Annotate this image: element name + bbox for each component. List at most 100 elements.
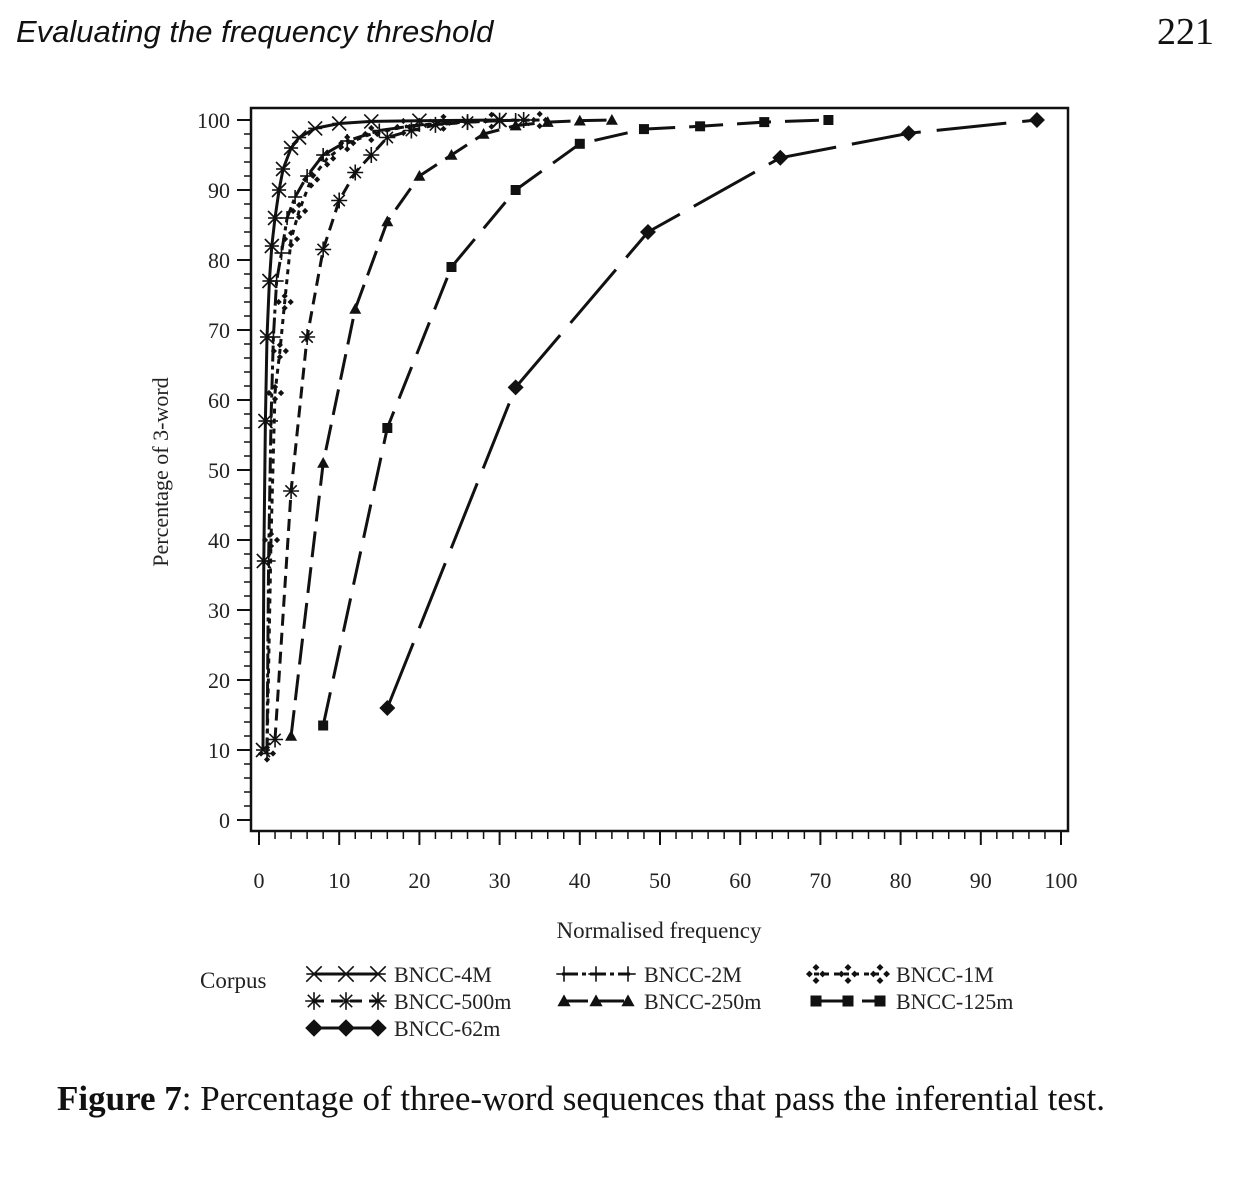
x-tick-label: 80 <box>890 868 912 893</box>
marker-shape <box>507 379 524 396</box>
marker-shape <box>267 530 275 538</box>
point-marker <box>589 994 603 1007</box>
marker-shape <box>381 215 394 227</box>
marker-shape <box>509 119 522 131</box>
marker-shape <box>429 118 442 132</box>
marker-shape <box>536 110 543 118</box>
point-marker <box>621 994 635 1007</box>
marker-shape <box>837 970 845 978</box>
point-marker <box>510 185 521 195</box>
point-marker <box>403 122 420 139</box>
marker-shape <box>510 185 521 195</box>
point-marker <box>264 238 280 254</box>
point-marker <box>1028 112 1045 128</box>
y-tick-label: 60 <box>208 388 230 413</box>
point-marker <box>291 129 307 146</box>
marker-shape <box>337 1019 355 1037</box>
plot-frame <box>249 106 1070 833</box>
point-marker <box>379 129 396 146</box>
point-marker <box>337 992 355 1010</box>
marker-shape <box>446 262 457 272</box>
marker-shape <box>488 123 495 130</box>
marker-shape <box>876 963 884 971</box>
point-marker <box>331 192 348 209</box>
point-marker <box>302 170 321 189</box>
legend-item: BNCC-4M <box>305 962 492 987</box>
point-marker <box>288 190 303 204</box>
x-axis-label: Normalised frequency <box>556 918 762 943</box>
point-marker <box>379 700 396 716</box>
point-marker <box>557 994 571 1007</box>
point-marker <box>382 423 393 433</box>
marker-shape <box>267 542 275 550</box>
marker-shape <box>812 963 820 971</box>
point-marker <box>509 119 522 131</box>
marker-shape <box>314 176 321 183</box>
point-marker <box>267 731 284 748</box>
point-marker <box>280 211 295 225</box>
marker-shape <box>349 166 362 179</box>
marker-shape <box>445 149 458 160</box>
marker-shape <box>271 383 279 391</box>
marker-shape <box>488 111 495 118</box>
marker-shape <box>621 994 635 1007</box>
marker-shape <box>805 970 813 978</box>
point-marker <box>574 138 585 149</box>
page-number: 221 <box>1157 11 1214 53</box>
marker-shape <box>344 145 351 153</box>
point-marker <box>620 966 636 982</box>
point-marker <box>281 229 301 249</box>
y-tick-label: 100 <box>197 108 230 133</box>
point-marker <box>874 995 886 1007</box>
marker-shape <box>883 970 891 978</box>
marker-shape <box>273 536 281 544</box>
figure-caption: Figure 7: Percentage of three-word seque… <box>57 1078 1182 1120</box>
marker-shape <box>287 241 295 249</box>
y-tick-label: 10 <box>208 738 230 763</box>
y-tick-label: 40 <box>208 528 230 553</box>
point-marker <box>695 121 706 132</box>
legend-title: Corpus <box>200 968 267 993</box>
marker-shape <box>371 994 385 1008</box>
point-marker <box>349 303 362 314</box>
point-marker <box>810 995 822 1007</box>
point-marker <box>307 120 323 136</box>
legend-item: BNCC-2M <box>556 962 742 987</box>
marker-shape <box>369 1019 387 1037</box>
x-tick-label: 20 <box>408 868 430 893</box>
marker-shape <box>695 121 706 132</box>
x-tick-label: 100 <box>1045 868 1078 893</box>
y-tick-label: 30 <box>208 598 230 623</box>
point-marker <box>337 965 355 983</box>
legend-item: BNCC-1M <box>805 962 994 987</box>
series-line <box>385 118 1038 709</box>
marker-shape <box>461 115 474 129</box>
marker-shape <box>263 756 271 763</box>
y-tick-label: 50 <box>208 458 230 483</box>
y-tick-label: 80 <box>208 248 230 273</box>
point-marker <box>369 1019 387 1037</box>
marker-shape <box>573 114 586 126</box>
marker-shape <box>557 994 571 1007</box>
legend-item: BNCC-500m <box>305 989 511 1014</box>
point-marker <box>372 123 387 138</box>
marker-shape <box>284 484 298 498</box>
marker-shape <box>300 330 314 344</box>
figure-chart: 0 10 20 30 40 50 60 70 80 90 100 0 10 20 30 40 50 60 70 80… <box>148 106 1078 1041</box>
point-marker <box>541 116 554 127</box>
marker-shape <box>270 347 277 355</box>
series-bncc-125m <box>318 115 834 731</box>
legend-label: BNCC-62m <box>394 1016 500 1041</box>
figure-label: Figure 7 <box>57 1079 182 1118</box>
marker-shape <box>268 733 282 746</box>
x-tick-label: 0 <box>254 868 265 893</box>
point-marker <box>772 149 789 166</box>
series-bncc-250m <box>285 114 618 741</box>
point-marker <box>274 246 289 260</box>
marker-shape <box>772 149 789 166</box>
legend-item: BNCC-125m <box>810 989 1013 1014</box>
marker-shape <box>413 170 426 181</box>
marker-shape <box>381 131 394 144</box>
point-marker <box>265 383 285 403</box>
